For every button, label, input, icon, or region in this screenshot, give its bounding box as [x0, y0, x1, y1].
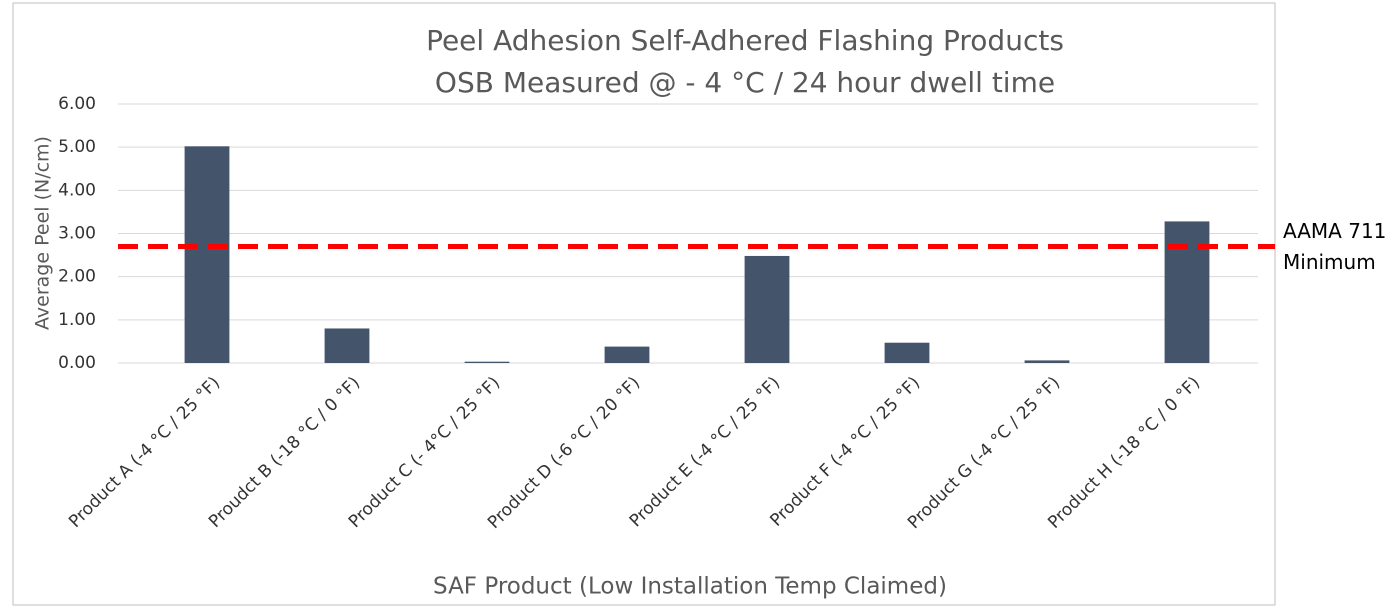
- y-tick-label: 2.00: [58, 267, 96, 287]
- bar: [464, 361, 510, 363]
- chart-title: Peel Adhesion Self-Adhered Flashing Prod…: [426, 24, 1064, 57]
- chart-border: [12, 2, 1276, 606]
- y-axis-title: Average Peel (N/cm): [32, 136, 54, 330]
- bar: [1164, 221, 1210, 363]
- bar: [184, 146, 230, 363]
- y-tick-label: 0.00: [58, 353, 96, 373]
- chart-subtitle: OSB Measured @ - 4 °C / 24 hour dwell ti…: [435, 66, 1055, 99]
- x-tick-label: Product A (-4 °C / 25 °F): [65, 373, 224, 532]
- bar: [744, 255, 790, 363]
- bar: [324, 328, 370, 363]
- x-tick-label: Product H (-18 °C / 0 °F): [1044, 373, 1204, 533]
- y-tick-label: 1.00: [58, 310, 96, 330]
- reference-label: Minimum: [1283, 250, 1376, 274]
- bar: [1024, 360, 1070, 363]
- y-tick-label: 6.00: [58, 94, 96, 114]
- x-tick-label: Proudct B (-18 °C / 0 °F): [205, 373, 364, 532]
- x-axis-title: SAF Product (Low Installation Temp Claim…: [433, 574, 947, 600]
- x-tick-label: Product G (-4 °C / 25 °F): [904, 373, 1064, 533]
- reference-label: AAMA 711: [1283, 219, 1386, 243]
- y-tick-label: 3.00: [58, 224, 96, 244]
- x-tick-label: Product C (- 4°C / 25 °F): [345, 373, 504, 532]
- bar: [884, 342, 930, 363]
- x-tick-label: Product D (-6 °C / 20 °F): [484, 373, 644, 533]
- x-tick-label: Product F (-4 °C / 25 °F): [766, 373, 924, 531]
- y-tick-label: 5.00: [58, 137, 96, 157]
- y-tick-label: 4.00: [58, 180, 96, 200]
- x-tick-label: Product E (-4 °C / 25 °F): [626, 373, 784, 531]
- bar: [604, 346, 650, 363]
